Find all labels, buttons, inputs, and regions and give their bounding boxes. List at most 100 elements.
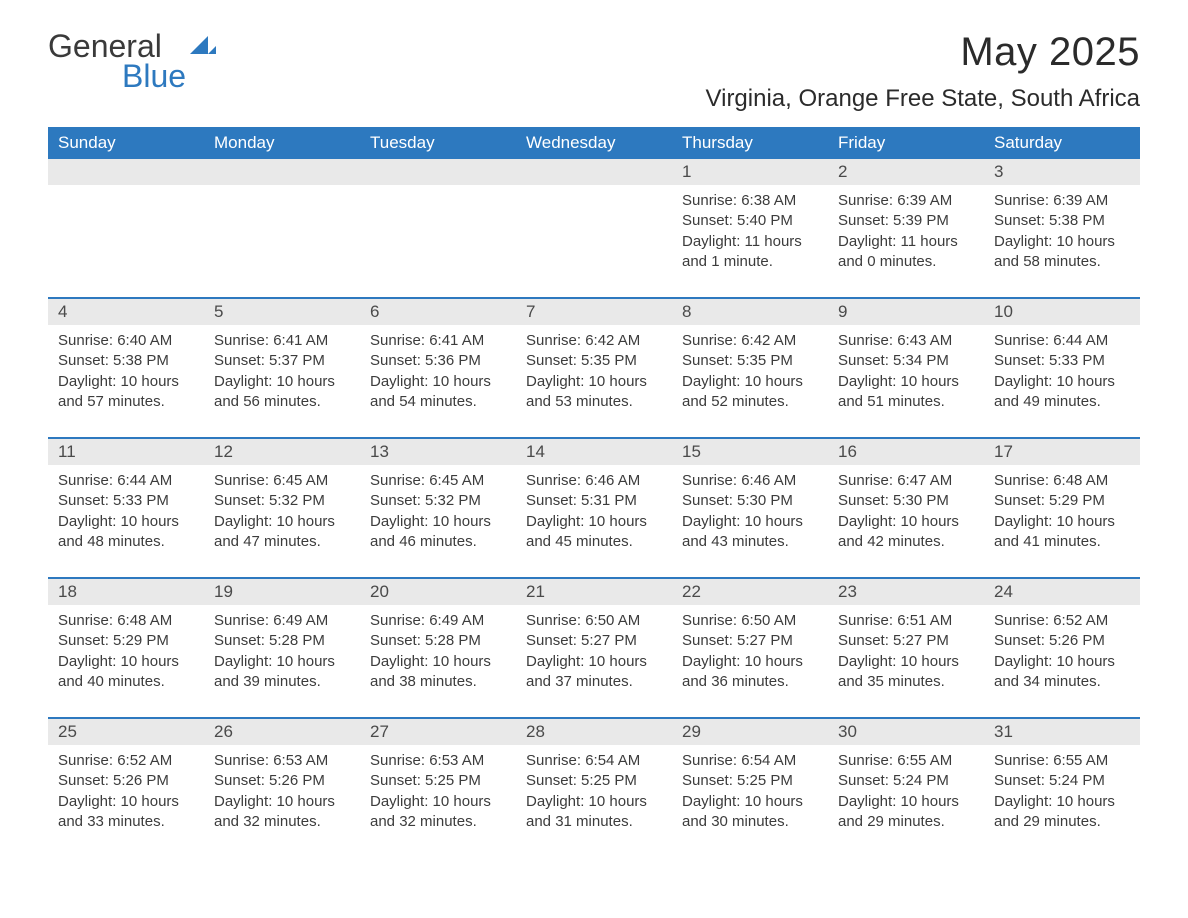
sunset-line: Sunset: 5:24 PM <box>994 771 1130 791</box>
sunrise-line: Sunrise: 6:53 AM <box>370 751 506 771</box>
sunset-line: Sunset: 5:26 PM <box>58 771 194 791</box>
daylight-line: Daylight: 10 hours and 40 minutes. <box>58 652 194 693</box>
day-cell <box>204 185 360 279</box>
sunrise-line: Sunrise: 6:48 AM <box>994 471 1130 491</box>
day-number: 25 <box>48 719 204 745</box>
daylight-line: Daylight: 10 hours and 42 minutes. <box>838 512 974 553</box>
day-cell: Sunrise: 6:46 AMSunset: 5:30 PMDaylight:… <box>672 465 828 559</box>
day-cell: Sunrise: 6:53 AMSunset: 5:25 PMDaylight:… <box>360 745 516 839</box>
calendar: SundayMondayTuesdayWednesdayThursdayFrid… <box>48 127 1140 839</box>
sunrise-line: Sunrise: 6:54 AM <box>682 751 818 771</box>
day-body-row: Sunrise: 6:52 AMSunset: 5:26 PMDaylight:… <box>48 745 1140 839</box>
sunset-line: Sunset: 5:29 PM <box>994 491 1130 511</box>
day-cell: Sunrise: 6:55 AMSunset: 5:24 PMDaylight:… <box>828 745 984 839</box>
week-row: 45678910Sunrise: 6:40 AMSunset: 5:38 PMD… <box>48 297 1140 419</box>
daylight-line: Daylight: 10 hours and 41 minutes. <box>994 512 1130 553</box>
daylight-line: Daylight: 11 hours and 0 minutes. <box>838 232 974 273</box>
day-cell: Sunrise: 6:39 AMSunset: 5:38 PMDaylight:… <box>984 185 1140 279</box>
day-number: 8 <box>672 299 828 325</box>
logo-word2: Blue <box>122 58 186 95</box>
title-block: May 2025 Virginia, Orange Free State, So… <box>706 30 1140 113</box>
sunset-line: Sunset: 5:32 PM <box>370 491 506 511</box>
sunset-line: Sunset: 5:33 PM <box>58 491 194 511</box>
day-number: 6 <box>360 299 516 325</box>
day-cell <box>360 185 516 279</box>
sunrise-line: Sunrise: 6:44 AM <box>58 471 194 491</box>
daylight-line: Daylight: 10 hours and 37 minutes. <box>526 652 662 693</box>
sunrise-line: Sunrise: 6:53 AM <box>214 751 350 771</box>
day-cell: Sunrise: 6:54 AMSunset: 5:25 PMDaylight:… <box>516 745 672 839</box>
sunrise-line: Sunrise: 6:45 AM <box>370 471 506 491</box>
day-cell: Sunrise: 6:48 AMSunset: 5:29 PMDaylight:… <box>984 465 1140 559</box>
day-number: 28 <box>516 719 672 745</box>
weekday-label: Sunday <box>48 127 204 159</box>
sunrise-line: Sunrise: 6:49 AM <box>370 611 506 631</box>
day-cell: Sunrise: 6:38 AMSunset: 5:40 PMDaylight:… <box>672 185 828 279</box>
daylight-line: Daylight: 10 hours and 54 minutes. <box>370 372 506 413</box>
sunrise-line: Sunrise: 6:40 AM <box>58 331 194 351</box>
day-cell: Sunrise: 6:48 AMSunset: 5:29 PMDaylight:… <box>48 605 204 699</box>
day-number: 7 <box>516 299 672 325</box>
day-number-row: 18192021222324 <box>48 579 1140 605</box>
week-row: 25262728293031Sunrise: 6:52 AMSunset: 5:… <box>48 717 1140 839</box>
sunset-line: Sunset: 5:27 PM <box>838 631 974 651</box>
day-number: 30 <box>828 719 984 745</box>
daylight-line: Daylight: 10 hours and 38 minutes. <box>370 652 506 693</box>
day-number: 27 <box>360 719 516 745</box>
sunrise-line: Sunrise: 6:48 AM <box>58 611 194 631</box>
day-number <box>360 159 516 185</box>
sunrise-line: Sunrise: 6:52 AM <box>994 611 1130 631</box>
sunset-line: Sunset: 5:25 PM <box>370 771 506 791</box>
day-cell: Sunrise: 6:43 AMSunset: 5:34 PMDaylight:… <box>828 325 984 419</box>
week-row: 11121314151617Sunrise: 6:44 AMSunset: 5:… <box>48 437 1140 559</box>
week-row: 18192021222324Sunrise: 6:48 AMSunset: 5:… <box>48 577 1140 699</box>
sunrise-line: Sunrise: 6:51 AM <box>838 611 974 631</box>
day-cell: Sunrise: 6:41 AMSunset: 5:37 PMDaylight:… <box>204 325 360 419</box>
sunset-line: Sunset: 5:30 PM <box>838 491 974 511</box>
weekday-label: Thursday <box>672 127 828 159</box>
day-number-row: 11121314151617 <box>48 439 1140 465</box>
sunset-line: Sunset: 5:29 PM <box>58 631 194 651</box>
sunset-line: Sunset: 5:34 PM <box>838 351 974 371</box>
day-number: 9 <box>828 299 984 325</box>
sunset-line: Sunset: 5:33 PM <box>994 351 1130 371</box>
sunset-line: Sunset: 5:38 PM <box>58 351 194 371</box>
day-number: 4 <box>48 299 204 325</box>
day-cell: Sunrise: 6:41 AMSunset: 5:36 PMDaylight:… <box>360 325 516 419</box>
day-cell: Sunrise: 6:44 AMSunset: 5:33 PMDaylight:… <box>984 325 1140 419</box>
day-number: 13 <box>360 439 516 465</box>
sunset-line: Sunset: 5:39 PM <box>838 211 974 231</box>
sunrise-line: Sunrise: 6:49 AM <box>214 611 350 631</box>
sunset-line: Sunset: 5:35 PM <box>526 351 662 371</box>
day-cell: Sunrise: 6:49 AMSunset: 5:28 PMDaylight:… <box>360 605 516 699</box>
day-number: 11 <box>48 439 204 465</box>
sunset-line: Sunset: 5:25 PM <box>526 771 662 791</box>
daylight-line: Daylight: 11 hours and 1 minute. <box>682 232 818 273</box>
day-number: 16 <box>828 439 984 465</box>
sunset-line: Sunset: 5:35 PM <box>682 351 818 371</box>
daylight-line: Daylight: 10 hours and 58 minutes. <box>994 232 1130 273</box>
daylight-line: Daylight: 10 hours and 57 minutes. <box>58 372 194 413</box>
sunrise-line: Sunrise: 6:45 AM <box>214 471 350 491</box>
weekday-label: Wednesday <box>516 127 672 159</box>
daylight-line: Daylight: 10 hours and 43 minutes. <box>682 512 818 553</box>
day-number: 24 <box>984 579 1140 605</box>
day-number: 22 <box>672 579 828 605</box>
sunset-line: Sunset: 5:30 PM <box>682 491 818 511</box>
daylight-line: Daylight: 10 hours and 49 minutes. <box>994 372 1130 413</box>
weekday-label: Tuesday <box>360 127 516 159</box>
sunset-line: Sunset: 5:37 PM <box>214 351 350 371</box>
daylight-line: Daylight: 10 hours and 30 minutes. <box>682 792 818 833</box>
sunrise-line: Sunrise: 6:38 AM <box>682 191 818 211</box>
sunset-line: Sunset: 5:28 PM <box>370 631 506 651</box>
day-cell: Sunrise: 6:39 AMSunset: 5:39 PMDaylight:… <box>828 185 984 279</box>
daylight-line: Daylight: 10 hours and 36 minutes. <box>682 652 818 693</box>
day-number: 18 <box>48 579 204 605</box>
sunset-line: Sunset: 5:24 PM <box>838 771 974 791</box>
day-number: 5 <box>204 299 360 325</box>
sunrise-line: Sunrise: 6:39 AM <box>838 191 974 211</box>
sunset-line: Sunset: 5:25 PM <box>682 771 818 791</box>
day-cell: Sunrise: 6:44 AMSunset: 5:33 PMDaylight:… <box>48 465 204 559</box>
sunset-line: Sunset: 5:36 PM <box>370 351 506 371</box>
daylight-line: Daylight: 10 hours and 47 minutes. <box>214 512 350 553</box>
